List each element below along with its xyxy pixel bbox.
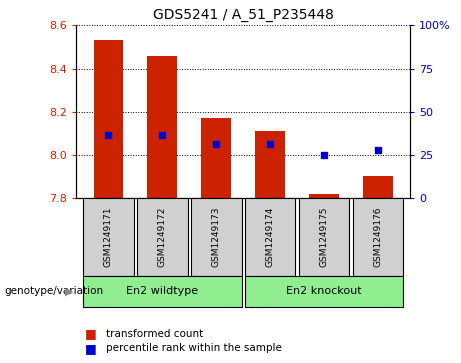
Bar <box>191 198 242 276</box>
Bar <box>299 198 349 276</box>
Bar <box>309 193 339 198</box>
Text: GSM1249173: GSM1249173 <box>212 207 221 267</box>
Bar <box>137 198 188 276</box>
Text: ■: ■ <box>85 327 97 340</box>
Bar <box>83 198 134 276</box>
Bar <box>83 276 242 307</box>
Text: En2 wildtype: En2 wildtype <box>126 286 198 296</box>
Text: transformed count: transformed count <box>106 329 203 339</box>
Text: ▶: ▶ <box>65 286 73 296</box>
Text: GSM1249175: GSM1249175 <box>319 207 329 267</box>
Text: GSM1249174: GSM1249174 <box>266 207 275 267</box>
Text: GSM1249171: GSM1249171 <box>104 207 113 267</box>
Text: GSM1249176: GSM1249176 <box>373 207 383 267</box>
Text: ■: ■ <box>85 342 97 355</box>
Title: GDS5241 / A_51_P235448: GDS5241 / A_51_P235448 <box>153 8 334 22</box>
Bar <box>363 176 393 198</box>
Bar <box>245 198 296 276</box>
Bar <box>245 276 403 307</box>
Text: En2 knockout: En2 knockout <box>286 286 362 296</box>
Bar <box>148 56 177 198</box>
Bar <box>201 118 231 198</box>
Text: GSM1249172: GSM1249172 <box>158 207 167 267</box>
Bar <box>255 131 285 198</box>
Text: genotype/variation: genotype/variation <box>5 286 104 296</box>
Bar <box>353 198 403 276</box>
Text: percentile rank within the sample: percentile rank within the sample <box>106 343 282 354</box>
Bar <box>94 41 123 198</box>
